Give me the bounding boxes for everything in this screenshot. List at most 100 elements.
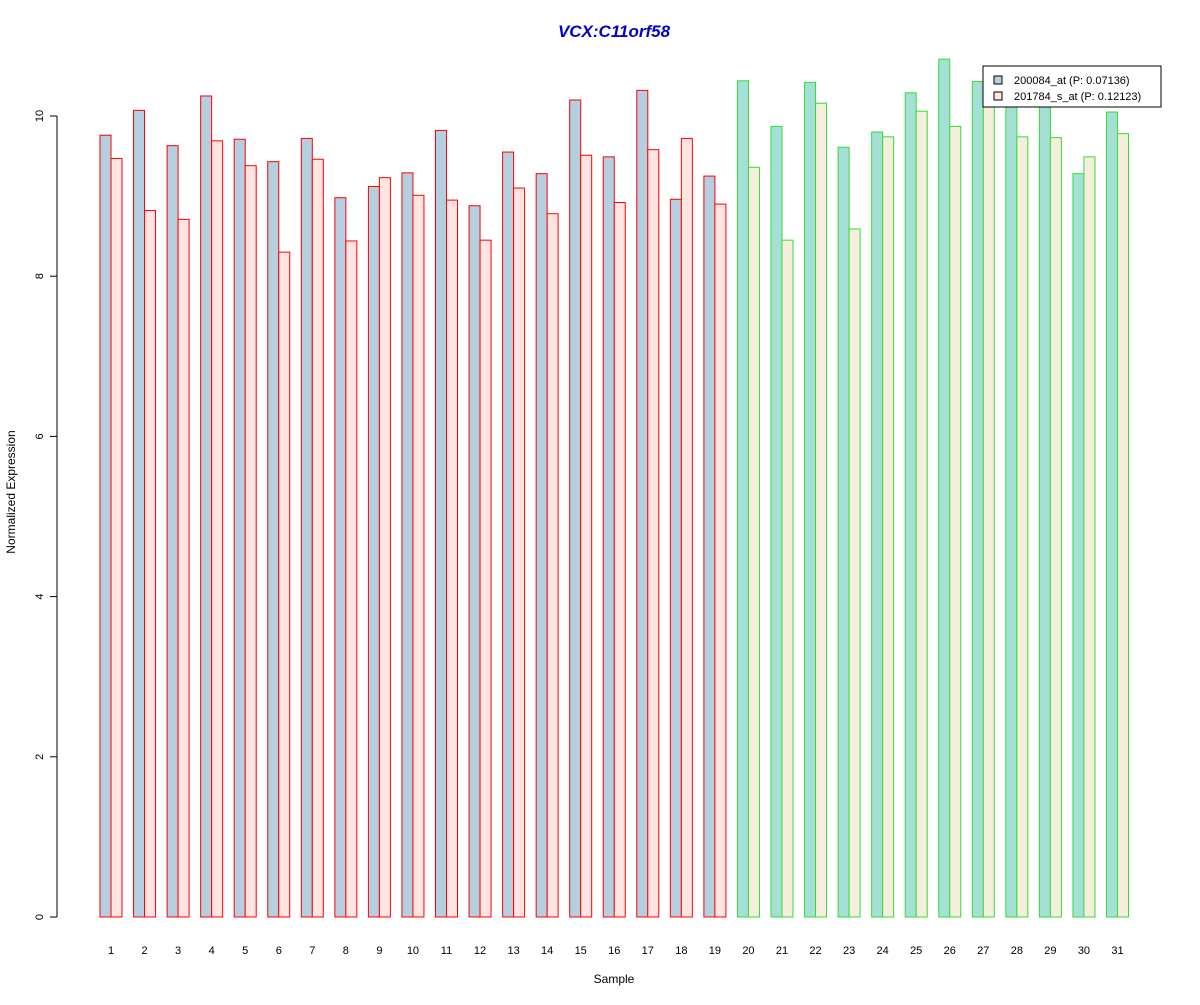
bar-series-1 <box>502 151 515 918</box>
bar-series-2 <box>949 125 962 918</box>
bar-series-1 <box>904 92 917 918</box>
bar-series-1 <box>468 205 481 918</box>
bar-series-2 <box>613 202 626 918</box>
legend-swatch <box>993 91 1003 101</box>
bar-series-1 <box>435 129 447 918</box>
x-axis-tick-label: 3 <box>175 945 181 957</box>
y-axis-tick-label: 8 <box>34 273 46 279</box>
x-axis-tick-label: 20 <box>742 945 754 957</box>
bar-series-1 <box>736 80 749 918</box>
y-axis-tick-label: 4 <box>34 594 46 600</box>
x-axis-tick-label: 10 <box>407 945 419 957</box>
x-axis-tick-label: 23 <box>843 945 855 957</box>
legend-box <box>982 65 1162 108</box>
bar-series-1 <box>334 197 347 918</box>
x-axis-tick-label: 31 <box>1111 945 1123 957</box>
bar-series-2 <box>714 203 727 918</box>
bar-series-2 <box>580 154 593 918</box>
bar-series-1 <box>569 99 582 918</box>
legend-entry-label: 200084_at (P: 0.07136) <box>1014 75 1130 87</box>
x-axis-tick-label: 21 <box>776 945 788 957</box>
bar-series-2 <box>144 210 157 918</box>
x-axis-tick-label: 15 <box>575 945 587 957</box>
legend-entry-label: 201784_s_at (P: 0.12123) <box>1014 91 1141 103</box>
x-axis-tick-label: 22 <box>809 945 821 957</box>
bar-series-2 <box>1049 137 1062 918</box>
bar-series-2 <box>747 166 760 918</box>
bar-series-2 <box>1117 133 1129 918</box>
bar-series-2 <box>278 251 291 918</box>
x-axis-tick-label: 27 <box>977 945 989 957</box>
bar-series-1 <box>1106 111 1118 918</box>
bar-series-1 <box>871 131 884 918</box>
bar-series-1 <box>267 161 280 918</box>
bar-series-2 <box>412 194 425 918</box>
legend: 200084_at (P: 0.07136) 201784_s_at (P: 0.… <box>982 65 1162 108</box>
bar-series-1 <box>669 198 682 918</box>
x-axis-tick-label: 29 <box>1044 945 1056 957</box>
bar-series-1 <box>837 146 850 918</box>
x-axis-tick-label: 5 <box>242 945 248 957</box>
y-axis-tick-label: 10 <box>34 110 46 122</box>
bar-series-1 <box>1038 83 1051 918</box>
bar-series-1 <box>166 145 179 918</box>
x-axis-label: Sample <box>594 972 635 986</box>
y-axis: 0 2 4 6 8 10 <box>34 110 58 920</box>
bar-series-2 <box>311 158 324 918</box>
x-axis-tick-label: 13 <box>507 945 519 957</box>
bar-series-2 <box>848 228 861 918</box>
bar-series-2 <box>815 102 828 918</box>
x-axis-tick-label: 6 <box>276 945 282 957</box>
bar-series-1 <box>300 137 313 918</box>
bar-series-2 <box>1083 156 1096 918</box>
x-axis-tick-label: 11 <box>441 945 452 957</box>
bar-series-1 <box>367 185 380 918</box>
bar-series-1 <box>636 89 649 918</box>
x-axis-tick-label: 8 <box>343 945 349 957</box>
bar-series-2 <box>546 213 559 918</box>
x-axis-tick-label: 28 <box>1011 945 1023 957</box>
bar-series-2 <box>110 157 123 918</box>
bar-series-1 <box>804 81 817 918</box>
x-axis-tick-label: 19 <box>709 945 721 957</box>
bar-series-1 <box>602 156 615 918</box>
bars <box>99 58 1129 918</box>
bar-series-2 <box>915 110 928 918</box>
bar-series-2 <box>345 240 358 918</box>
bar-series-2 <box>781 239 794 918</box>
x-axis-tick-label: 4 <box>209 945 215 957</box>
x-axis-tick-label: 26 <box>944 945 956 957</box>
x-axis-tick-label: 12 <box>474 945 486 957</box>
bar-series-2 <box>680 137 693 918</box>
bar-series-2 <box>177 218 190 918</box>
y-axis-label: Normalized Expression <box>4 430 18 553</box>
bar-series-2 <box>378 177 391 918</box>
bar-series-1 <box>703 175 716 918</box>
bar-series-2 <box>479 239 492 918</box>
x-axis-tick-labels: 1 2 3 4 5 6 7 8 9 10 11 12 13 14 15 16 17 18 19 20 21 22 23 24 2… <box>108 945 1124 957</box>
bar-series-2 <box>446 199 458 918</box>
x-axis-tick-label: 18 <box>675 945 687 957</box>
x-axis-tick-label: 7 <box>309 945 315 957</box>
bar-series-1 <box>401 172 414 918</box>
bar-series-2 <box>244 165 257 918</box>
bar-series-1 <box>971 81 984 918</box>
chart-title: VCX:C11orf58 <box>558 22 671 41</box>
bar-series-1 <box>99 134 112 918</box>
bar-series-2 <box>882 136 895 918</box>
x-axis-tick-label: 1 <box>108 945 114 957</box>
y-axis-tick-label: 6 <box>34 433 46 439</box>
bar-series-1 <box>1072 173 1085 918</box>
bar-series-2 <box>1016 136 1029 918</box>
y-axis-tick-label: 2 <box>34 754 46 760</box>
x-axis-tick-label: 9 <box>376 945 382 957</box>
bar-series-2 <box>211 140 224 918</box>
bar-series-1 <box>938 58 951 918</box>
legend-swatch <box>993 75 1003 85</box>
bar-series-1 <box>770 125 783 918</box>
y-axis-tick-label: 0 <box>34 914 46 920</box>
x-axis-tick-label: 16 <box>608 945 620 957</box>
x-axis-tick-label: 14 <box>541 945 553 957</box>
